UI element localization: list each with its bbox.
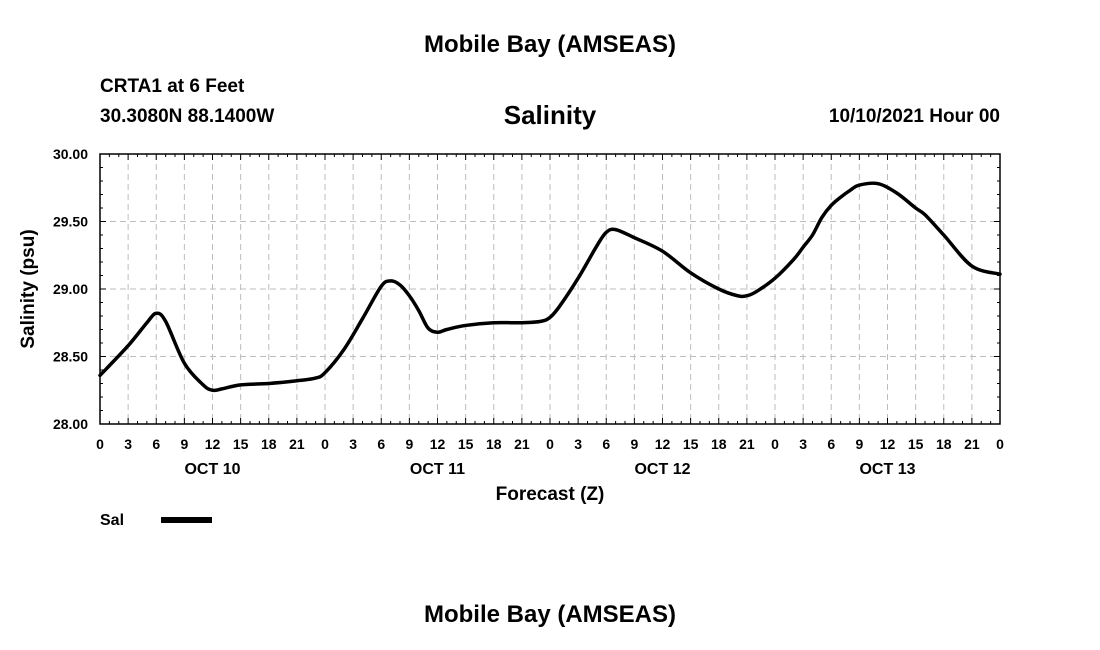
x-tick-label: 21 [514, 436, 530, 452]
x-tick-label: 9 [855, 436, 863, 452]
x-tick-label: 6 [827, 436, 835, 452]
grid-layer [100, 154, 1000, 424]
y-tick-label: 28.50 [53, 349, 88, 365]
x-tick-label: 9 [405, 436, 413, 452]
run-time: 10/10/2021 Hour 00 [828, 106, 1000, 127]
day-label: OCT 10 [184, 461, 240, 478]
variable-title: Salinity [503, 100, 597, 130]
x-tick-label: 15 [683, 436, 699, 452]
x-tick-label: 21 [964, 436, 980, 452]
x-tick-label: 3 [124, 436, 132, 452]
x-tick-label: 6 [152, 436, 160, 452]
day-label: OCT 13 [859, 461, 915, 478]
x-tick-label: 9 [630, 436, 638, 452]
x-tick-label: 15 [908, 436, 924, 452]
x-tick-label: 21 [739, 436, 755, 452]
x-tick-label: 0 [321, 436, 329, 452]
x-tick-label: 15 [233, 436, 249, 452]
series-line-sal [98, 181, 1002, 393]
x-tick-label: 0 [771, 436, 779, 452]
y-tick-label: 28.00 [53, 416, 88, 432]
station-label: CRTA1 at 6 Feet [100, 76, 245, 97]
x-tick-label: 9 [180, 436, 188, 452]
x-tick-label: 21 [289, 436, 305, 452]
station-coordinates: 30.3080N 88.1400W [100, 106, 275, 127]
chart-title-bottom: Mobile Bay (AMSEAS) [423, 601, 677, 628]
day-label: OCT 12 [634, 461, 690, 478]
x-tick-label: 12 [880, 436, 896, 452]
plot-frame [99, 153, 1001, 425]
x-tick-label: 6 [602, 436, 610, 452]
x-tick-label: 12 [430, 436, 446, 452]
x-tick-label: 18 [936, 436, 952, 452]
x-tick-label: 18 [711, 436, 727, 452]
x-tick-label: 6 [377, 436, 385, 452]
x-tick-label: 0 [546, 436, 554, 452]
y-tick-label: 29.50 [53, 214, 88, 230]
day-label: OCT 11 [410, 461, 465, 478]
x-tick-label: 0 [96, 436, 104, 452]
legend-label: Sal [100, 512, 124, 529]
x-tick-label: 0 [996, 436, 1004, 452]
x-tick-label: 12 [205, 436, 221, 452]
x-tick-label: 3 [349, 436, 357, 452]
x-tick-label: 3 [799, 436, 807, 452]
chart-title-top: Mobile Bay (AMSEAS) [423, 31, 677, 58]
x-axis-title: Forecast (Z) [496, 484, 605, 505]
x-tick-label: 3 [574, 436, 582, 452]
series-layer [98, 181, 1002, 393]
x-tick-label: 18 [261, 436, 277, 452]
y-tick-label: 29.00 [53, 281, 88, 297]
y-tick-label: 30.00 [53, 146, 88, 162]
x-tick-label: 18 [486, 436, 502, 452]
x-tick-label: 15 [458, 436, 474, 452]
label-layer: 0 3 6 9 12 15 18 21 0 3 6 9 12 15 18 21 0 3 6 9 12 15 18 21 0 3 6 9… [53, 146, 1004, 478]
y-axis-title: Salinity (psu) [18, 229, 39, 348]
x-tick-label: 12 [655, 436, 671, 452]
